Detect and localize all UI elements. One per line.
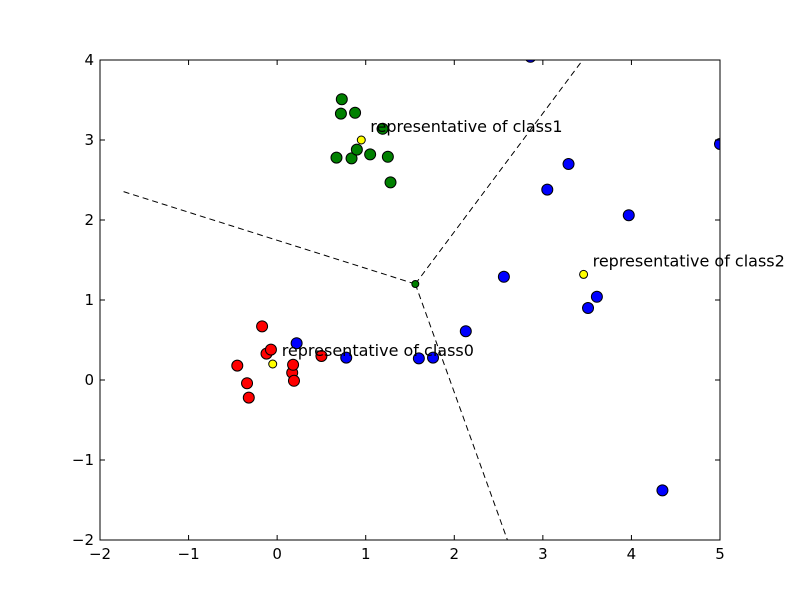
- x-tick-label-4: 2: [450, 545, 460, 563]
- data-point-class0-7: [287, 358, 300, 371]
- x-tick-label-6: 4: [627, 545, 637, 563]
- data-point-class0-9: [315, 350, 328, 362]
- y-tick-label-4: 2: [84, 211, 94, 229]
- annotations: representative of class0 representative o…: [282, 117, 785, 360]
- data-point-class1-6: [364, 148, 377, 161]
- decision-boundaries: [121, 60, 584, 540]
- data-point-class0-8: [287, 374, 300, 387]
- representative-point-0: [268, 359, 278, 369]
- data-point-class2-5: [497, 270, 510, 283]
- data-point-class2-4: [459, 325, 472, 338]
- data-point-class2-7: [541, 183, 554, 196]
- data-point-class2-0: [290, 337, 303, 350]
- data-points: [231, 60, 720, 497]
- data-point-class2-6: [525, 60, 536, 63]
- y-tick-label-2: 0: [84, 371, 94, 389]
- data-point-class1-8: [381, 150, 394, 163]
- y-tick-label-5: 3: [84, 131, 94, 149]
- data-point-class2-12: [656, 484, 669, 497]
- boundary-line-0: [121, 190, 416, 285]
- data-point-class1-7: [376, 122, 389, 135]
- data-point-class2-3: [427, 351, 440, 364]
- y-tick-label-3: 1: [84, 291, 94, 309]
- representative-label-2: representative of class2: [593, 251, 785, 270]
- axis-ticks: −2 −1 0 1 2 3 4 5 −2 −1 0 1 2 3 4: [72, 51, 725, 563]
- x-tick-label-5: 3: [538, 545, 548, 563]
- boundary-line-2: [414, 283, 508, 540]
- boundary-line-1: [414, 60, 584, 285]
- center-point: [411, 280, 420, 288]
- x-tick-label-1: −1: [178, 545, 200, 563]
- representative-label-0: representative of class0: [282, 341, 474, 360]
- representative-points: [268, 135, 589, 369]
- x-tick-label-7: 5: [715, 545, 725, 563]
- data-point-class2-1: [340, 351, 353, 364]
- data-point-class0-1: [241, 377, 254, 390]
- representative-point-2: [579, 269, 589, 279]
- y-tick-label-0: −2: [72, 531, 94, 549]
- y-tick-label-1: −1: [72, 451, 94, 469]
- data-point-class2-8: [562, 158, 575, 170]
- x-tick-label-2: 0: [272, 545, 282, 563]
- x-tick-label-3: 1: [361, 545, 371, 563]
- data-point-class1-5: [350, 143, 363, 156]
- data-point-class1-9: [384, 176, 397, 189]
- data-point-class1-1: [335, 93, 348, 106]
- data-point-class1-2: [349, 106, 362, 119]
- data-point-class0-0: [231, 359, 244, 372]
- data-point-class2-9: [582, 302, 595, 314]
- data-point-class1-4: [345, 152, 358, 165]
- data-point-class2-10: [590, 290, 603, 303]
- data-point-class0-5: [264, 343, 277, 356]
- data-point-class2-13: [714, 138, 720, 150]
- data-point-class1-3: [330, 151, 343, 164]
- representative-point-1: [356, 135, 366, 145]
- data-point-class1-0: [334, 107, 347, 120]
- representative-label-1: representative of class1: [370, 117, 562, 136]
- data-point-class2-11: [622, 209, 635, 222]
- x-tick-label-0: −2: [89, 545, 111, 563]
- data-point-class2-2: [412, 352, 425, 365]
- data-point-class0-3: [256, 320, 269, 333]
- y-tick-label-6: 4: [84, 51, 94, 69]
- data-point-class0-2: [242, 391, 255, 404]
